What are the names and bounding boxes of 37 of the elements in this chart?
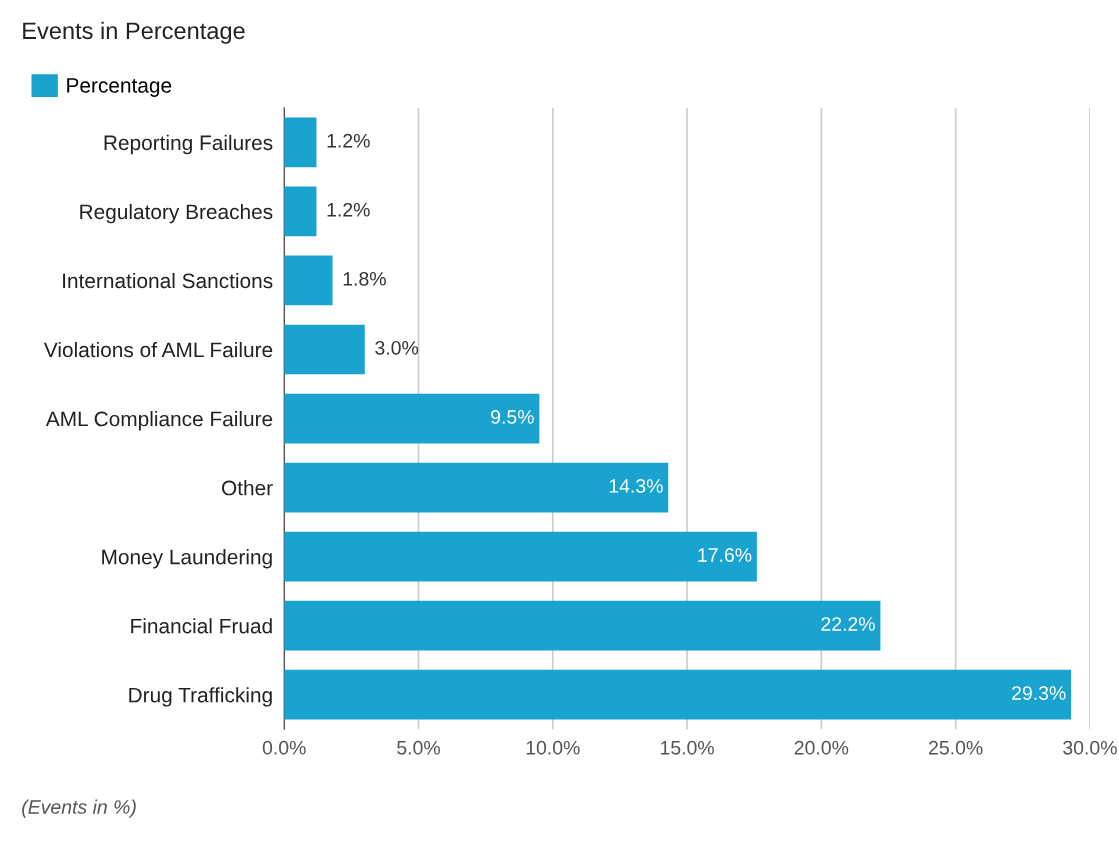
data-label: 29.3% [1012, 686, 1066, 700]
data-label: 1.2% [327, 133, 370, 148]
bar [284, 186, 317, 237]
x-tick-label: 5.0% [397, 740, 440, 755]
bar [284, 393, 540, 444]
data-label: 3.0% [375, 340, 419, 355]
bar [284, 600, 881, 651]
bar [284, 669, 1072, 720]
data-label: 1.8% [343, 271, 386, 286]
text: (Events in %) [22, 799, 136, 818]
x-tick-label: 10.0% [526, 740, 580, 755]
legend-label: Percentage [67, 78, 172, 97]
x-tick-label: 20.0% [794, 740, 849, 755]
data-label: 22.2% [821, 617, 875, 631]
data-label: 17.6% [698, 548, 752, 562]
y-tick-label: Other [222, 480, 273, 496]
x-tick-label: 15.0% [660, 740, 714, 755]
bar [284, 462, 669, 513]
data-label: 1.2% [327, 202, 370, 217]
y-tick-label: Money Laundering [102, 549, 272, 569]
data-label: 9.5% [491, 410, 534, 424]
y-tick-label: AML Compliance Failure [45, 411, 273, 431]
x-tick-label: 25.0% [929, 740, 983, 755]
x-tick-label: 0.0% [262, 740, 306, 755]
data-label: 14.3% [609, 479, 663, 493]
y-tick-label: Financial Fruad [131, 618, 272, 634]
bar [284, 531, 757, 582]
bar [284, 117, 317, 168]
y-tick-label: Violations of AML Failure [43, 341, 273, 358]
y-tick-label: International Sanctions [63, 272, 273, 289]
y-tick-label: Regulatory Breaches [80, 203, 273, 224]
bar [284, 255, 333, 306]
y-tick-label: Drug Trafficking [129, 687, 272, 707]
x-tick-label: 30.0% [1063, 740, 1117, 755]
bar [284, 324, 365, 375]
y-tick-label: Reporting Failures [104, 134, 273, 155]
chart-title: Events in Percentage [23, 21, 245, 44]
